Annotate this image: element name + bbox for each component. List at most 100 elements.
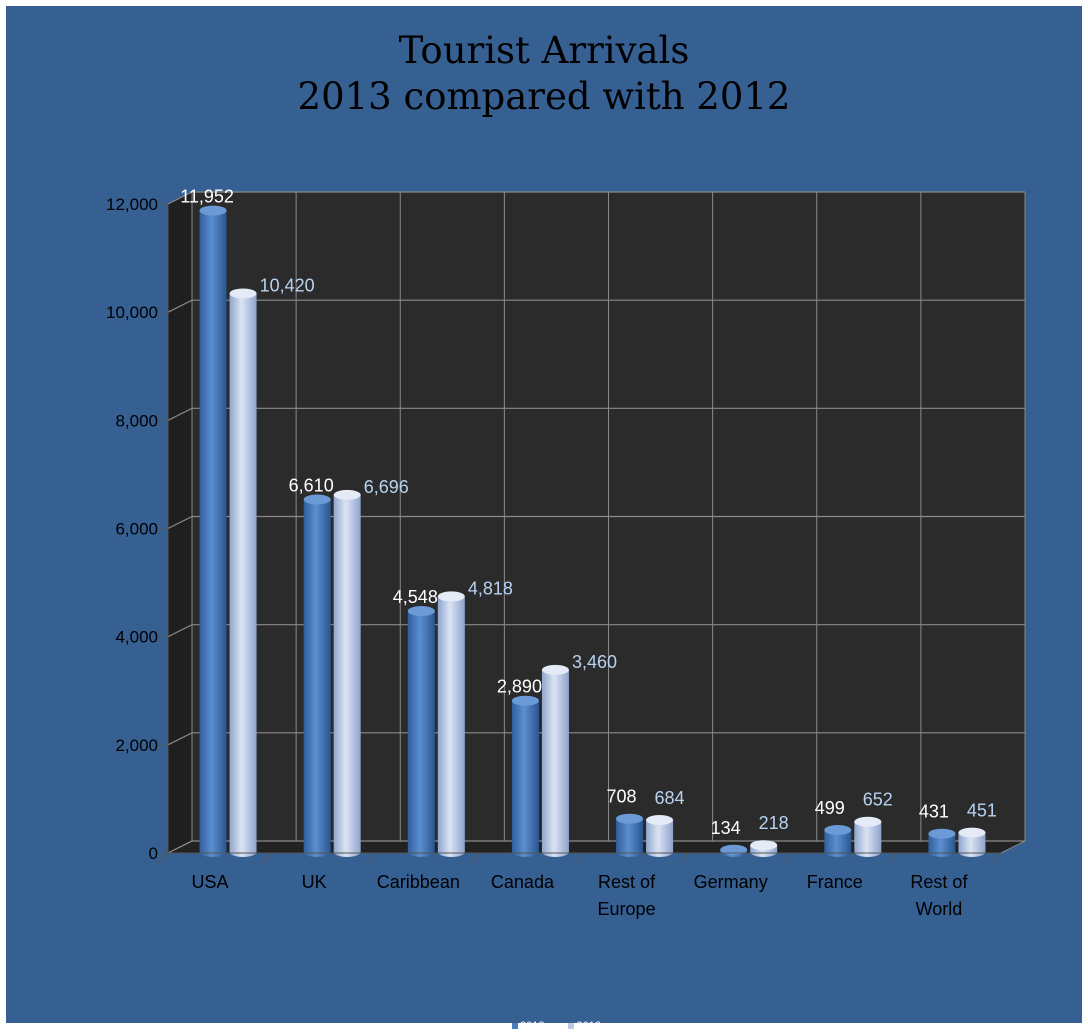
data-label-2012-7: 451 xyxy=(967,801,997,821)
x-tick-label-3-0: Canada xyxy=(491,872,555,892)
bar-2013-7 xyxy=(928,828,956,857)
y-axis: 0 2,000 4,000 6,000 8,000 10,000 12,000 xyxy=(106,195,169,863)
bar-2012-3 xyxy=(541,664,569,857)
legend-item-2013: 2013 xyxy=(512,1020,544,1032)
data-label-2012-2: 4,818 xyxy=(468,578,513,598)
bar-body-2012-2 xyxy=(437,596,465,857)
bar-body-2012-4 xyxy=(646,820,674,857)
bar-cap-2013-1 xyxy=(303,494,331,505)
y-tick-label-0: 0 xyxy=(149,844,158,863)
x-tick-label-7-0: Rest of xyxy=(910,872,968,892)
chart-title-line-2: 2013 compared with 2012 xyxy=(297,75,791,118)
x-tick-label-2-0: Caribbean xyxy=(377,872,460,892)
bar-body-2012-0 xyxy=(229,293,257,857)
x-tick-mark-end xyxy=(990,852,1002,864)
bar-body-2013-0 xyxy=(199,210,227,857)
bar-cap-2013-0 xyxy=(199,205,227,216)
x-tick-mark-2 xyxy=(365,852,377,864)
data-label-2013-0: 11,952 xyxy=(180,187,234,207)
bar-2012-1 xyxy=(333,489,361,857)
bar-2013-4 xyxy=(616,813,644,857)
bar-body-2012-7 xyxy=(958,832,986,857)
data-label-2013-6: 499 xyxy=(815,798,845,818)
bar-cap-2012-2 xyxy=(437,591,465,602)
x-tick-mark-5 xyxy=(678,852,689,864)
x-tick-label-5-0: Germany xyxy=(694,872,768,892)
bar-body-2012-6 xyxy=(854,821,882,857)
bar-2012-0 xyxy=(229,288,257,857)
bar-2013-6 xyxy=(824,825,852,857)
bar-chart: 0 2,000 4,000 6,000 8,000 10,000 12,000 11,952… xyxy=(106,187,1026,919)
data-label-2013-5: 134 xyxy=(711,818,741,838)
x-tick-label-4-1: Europe xyxy=(598,899,656,919)
x-tick-mark-1 xyxy=(261,852,273,864)
bar-cap-2012-7 xyxy=(958,827,986,838)
bar-2013-5 xyxy=(720,844,748,857)
x-tick-mark-4 xyxy=(574,852,585,864)
x-tick-mark-3 xyxy=(470,852,481,864)
bar-cap-2013-5 xyxy=(720,844,748,855)
x-tick-label-7-1: World xyxy=(916,899,963,919)
bar-2013-3 xyxy=(511,695,539,857)
chart-title: Tourist Arrivals 2013 compared with 2012 xyxy=(6,28,1082,120)
bar-cap-2012-5 xyxy=(750,840,778,851)
bar-2013-2 xyxy=(407,606,435,857)
bar-2012-5 xyxy=(750,840,778,857)
bar-body-2013-3 xyxy=(511,700,539,857)
bar-cap-2012-4 xyxy=(646,815,674,826)
bar-2012-2 xyxy=(437,591,465,857)
bar-cap-2012-6 xyxy=(854,816,882,827)
y-tick-label-5: 10,000 xyxy=(106,303,158,322)
y-tick-label-1: 2,000 xyxy=(115,736,158,755)
data-label-2013-1: 6,610 xyxy=(289,476,334,496)
bar-body-2013-7 xyxy=(928,833,956,857)
data-label-2013-3: 2,890 xyxy=(497,677,542,697)
legend-swatch-2013 xyxy=(512,1023,518,1029)
bar-body-2013-2 xyxy=(407,611,435,857)
x-tick-label-0-0: USA xyxy=(192,872,229,892)
bar-cap-2013-3 xyxy=(511,695,539,706)
floor xyxy=(167,840,1026,854)
x-tick-mark-0 xyxy=(157,852,169,864)
data-label-2012-3: 3,460 xyxy=(572,652,617,672)
bar-body-2013-4 xyxy=(616,818,644,857)
y-tick-label-2: 4,000 xyxy=(115,628,158,647)
bar-cap-2013-6 xyxy=(824,825,852,836)
bar-cap-2013-7 xyxy=(928,828,956,839)
chart-title-line-1: Tourist Arrivals xyxy=(398,29,690,72)
data-label-2012-5: 218 xyxy=(759,813,789,833)
x-axis: USA UK Caribbean Canada Rest of Europe Germany… xyxy=(157,852,1002,919)
data-label-2012-6: 652 xyxy=(863,790,893,810)
bar-2012-6 xyxy=(854,816,882,857)
bar-cap-2012-1 xyxy=(333,489,361,500)
y-tick-label-4: 8,000 xyxy=(115,411,158,430)
bars xyxy=(199,205,986,857)
x-tick-label-6-0: France xyxy=(807,872,863,892)
legend-label-2013: 2013 xyxy=(520,1020,545,1032)
data-label-2012-4: 684 xyxy=(655,788,685,808)
bar-2012-7 xyxy=(958,827,986,857)
data-label-2012-0: 10,420 xyxy=(260,275,315,295)
data-label-2013-4: 708 xyxy=(607,787,637,807)
bar-2012-4 xyxy=(646,815,674,857)
legend: 2013 2012 xyxy=(512,1020,625,1032)
data-labels: 11,952 10,420 6,610 6,696 4,548 4,818 2,890 3,4… xyxy=(180,187,997,838)
x-tick-mark-7 xyxy=(886,852,898,864)
legend-item-2012: 2012 xyxy=(568,1020,601,1032)
gridlines xyxy=(167,191,1026,854)
data-label-2013-7: 431 xyxy=(919,802,949,822)
data-label-2013-2: 4,548 xyxy=(393,587,438,607)
bar-body-2012-3 xyxy=(541,669,569,857)
x-tick-label-1-0: UK xyxy=(302,872,327,892)
bar-body-2012-1 xyxy=(333,494,361,857)
bar-cap-2012-3 xyxy=(541,664,569,675)
bar-cap-2013-4 xyxy=(616,813,644,824)
legend-label-2012: 2012 xyxy=(576,1020,601,1032)
y-tick-label-3: 6,000 xyxy=(115,520,158,539)
x-tick-mark-6 xyxy=(782,852,794,864)
bar-2013-1 xyxy=(303,494,331,857)
data-label-2012-1: 6,696 xyxy=(364,477,409,497)
y-tick-label-6: 12,000 xyxy=(106,195,158,214)
legend-swatch-2012 xyxy=(568,1023,575,1029)
bar-cap-2012-0 xyxy=(229,288,257,299)
